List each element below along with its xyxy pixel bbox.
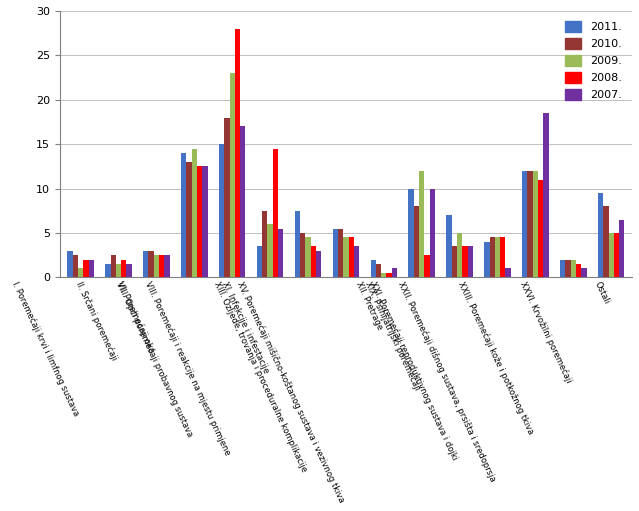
Bar	[392, 268, 397, 277]
Bar	[229, 73, 235, 277]
Bar	[240, 126, 245, 277]
Bar	[495, 238, 500, 277]
Bar	[235, 29, 240, 277]
Bar	[408, 189, 413, 277]
Bar	[67, 251, 73, 277]
Bar	[295, 211, 300, 277]
Bar	[219, 144, 224, 277]
Bar	[527, 171, 533, 277]
Bar	[316, 251, 321, 277]
Bar	[154, 255, 159, 277]
Bar	[457, 233, 462, 277]
Bar	[262, 211, 268, 277]
Bar	[83, 260, 89, 277]
Legend: 2011., 2010., 2009., 2008., 2007.: 2011., 2010., 2009., 2008., 2007.	[560, 16, 626, 105]
Bar	[619, 220, 624, 277]
Bar	[159, 255, 164, 277]
Bar	[224, 118, 229, 277]
Bar	[181, 153, 187, 277]
Bar	[608, 233, 614, 277]
Bar	[413, 206, 419, 277]
Bar	[338, 228, 343, 277]
Bar	[560, 260, 566, 277]
Bar	[462, 246, 468, 277]
Bar	[376, 264, 381, 277]
Bar	[484, 242, 489, 277]
Bar	[571, 260, 576, 277]
Bar	[381, 273, 387, 277]
Bar	[500, 238, 505, 277]
Bar	[203, 167, 208, 277]
Bar	[522, 171, 527, 277]
Bar	[105, 264, 111, 277]
Bar	[533, 171, 538, 277]
Bar	[273, 149, 278, 277]
Bar	[278, 228, 283, 277]
Bar	[164, 255, 170, 277]
Bar	[614, 233, 619, 277]
Bar	[73, 255, 78, 277]
Bar	[143, 251, 148, 277]
Bar	[387, 273, 392, 277]
Bar	[311, 246, 316, 277]
Bar	[333, 228, 338, 277]
Bar	[543, 113, 549, 277]
Bar	[576, 264, 581, 277]
Bar	[468, 246, 473, 277]
Bar	[505, 268, 511, 277]
Bar	[603, 206, 608, 277]
Bar	[446, 215, 452, 277]
Bar	[489, 238, 495, 277]
Bar	[429, 189, 435, 277]
Bar	[268, 224, 273, 277]
Bar	[89, 260, 94, 277]
Bar	[187, 162, 192, 277]
Bar	[111, 255, 116, 277]
Bar	[300, 233, 305, 277]
Bar	[419, 171, 424, 277]
Bar	[343, 238, 348, 277]
Bar	[197, 167, 203, 277]
Bar	[424, 255, 429, 277]
Bar	[78, 268, 83, 277]
Bar	[148, 251, 154, 277]
Bar	[581, 268, 587, 277]
Bar	[121, 260, 127, 277]
Bar	[305, 238, 311, 277]
Bar	[116, 264, 121, 277]
Bar	[127, 264, 132, 277]
Bar	[371, 260, 376, 277]
Bar	[192, 149, 197, 277]
Bar	[566, 260, 571, 277]
Bar	[348, 238, 354, 277]
Bar	[538, 180, 543, 277]
Bar	[598, 193, 603, 277]
Bar	[354, 246, 359, 277]
Bar	[257, 246, 262, 277]
Bar	[452, 246, 457, 277]
